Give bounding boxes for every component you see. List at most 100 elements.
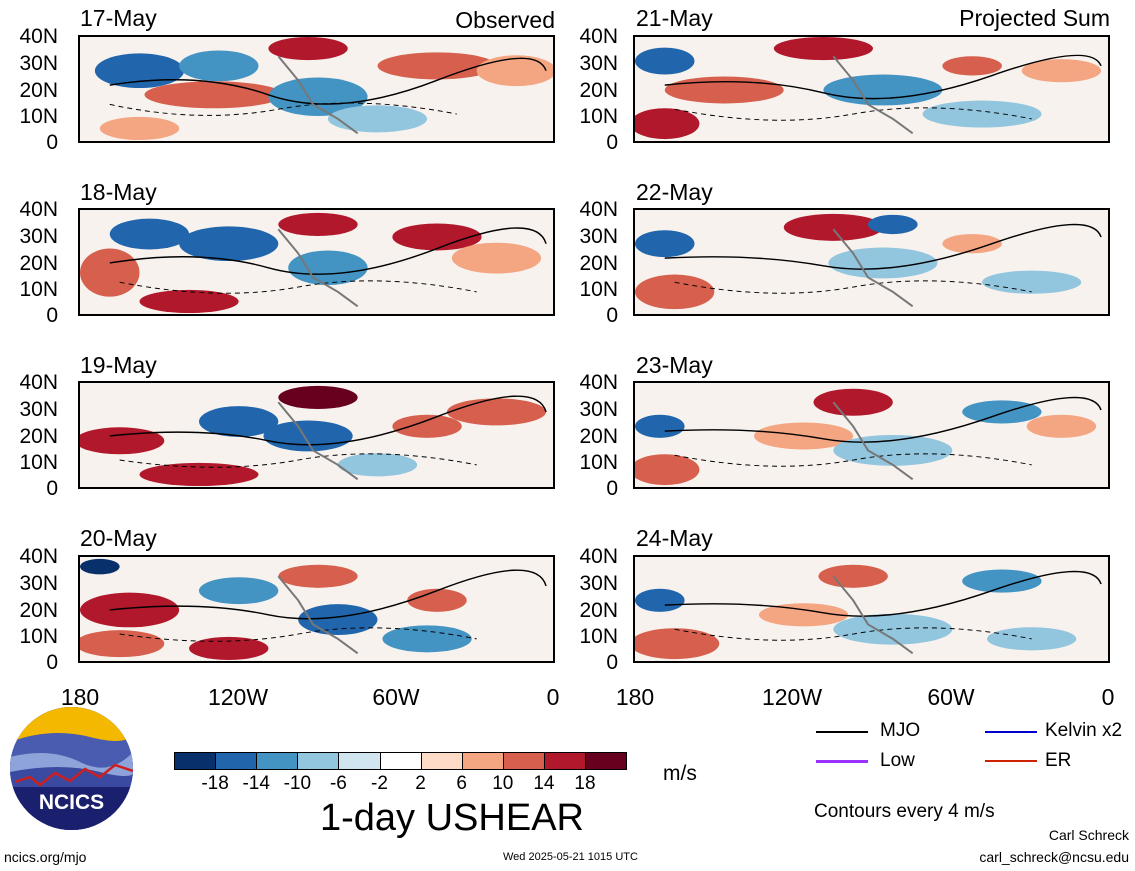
- panel-tag-observed: Observed: [455, 7, 555, 33]
- footer-author: Carl Schreck: [1048, 827, 1129, 843]
- y-tick-right: 40N: [579, 545, 618, 568]
- colorbar-unit: m/s: [663, 762, 697, 785]
- y-tick-right: 40N: [579, 371, 618, 394]
- legend-label-low: Low: [880, 750, 915, 771]
- x-tick-left: 120W: [207, 684, 269, 710]
- panel-date-21-may: 21-May: [636, 5, 713, 31]
- y-tick-right: 0: [606, 651, 618, 674]
- colorbar-label: 10: [492, 773, 514, 794]
- logo-emblem: NCICS: [10, 707, 133, 830]
- y-tick: 30N: [19, 572, 58, 595]
- x-tick-left: 180: [60, 684, 100, 710]
- colorbar-box: [174, 752, 216, 770]
- y-tick: 10N: [19, 278, 58, 301]
- y-tick-right: 20N: [579, 599, 618, 622]
- colorbar-label: -14: [242, 773, 270, 794]
- panel-date-20-may: 20-May: [80, 525, 157, 551]
- y-tick: 0: [46, 304, 58, 327]
- colorbar-label: -10: [283, 773, 312, 794]
- figure-title: 1-day USHEAR: [320, 797, 584, 839]
- panel-date-23-may: 23-May: [636, 352, 713, 378]
- map-panel-19-may: [78, 381, 555, 489]
- colorbar-label: -2: [371, 773, 388, 794]
- legend-label-mjo: MJO: [880, 720, 921, 741]
- shear-field-17-may: [80, 37, 553, 141]
- y-tick: 20N: [19, 599, 58, 622]
- panel-date-17-may: 17-May: [80, 5, 157, 31]
- y-tick-right: 40N: [579, 198, 618, 221]
- y-tick-right: 0: [606, 477, 618, 500]
- map-panel-21-may: [633, 35, 1110, 143]
- colorbar-box: [297, 752, 340, 770]
- y-tick-right: 10N: [579, 105, 618, 128]
- y-tick-right: 10N: [579, 278, 618, 301]
- y-tick: 20N: [19, 252, 58, 275]
- logo-text: NCICS: [39, 791, 104, 814]
- y-tick: 30N: [19, 398, 58, 421]
- panel-date-18-may: 18-May: [80, 179, 157, 205]
- map-panel-17-may: [78, 35, 555, 143]
- y-tick: 0: [46, 131, 58, 154]
- colorbar-box: [543, 752, 586, 770]
- map-panel-24-may: [633, 555, 1110, 663]
- legend-swatch-mjo: [816, 731, 868, 733]
- y-tick-right: 20N: [579, 252, 618, 275]
- y-tick-right: 20N: [579, 79, 618, 102]
- legend-swatch-low: [816, 760, 868, 763]
- shear-field-18-may: [80, 210, 553, 314]
- y-tick-right: 30N: [579, 572, 618, 595]
- map-panel-20-may: [78, 555, 555, 663]
- y-tick: 0: [46, 651, 58, 674]
- y-tick: 40N: [19, 371, 58, 394]
- colorbar-label: 6: [456, 773, 467, 794]
- colorbar-label: 2: [415, 773, 426, 794]
- colorbar-label: -6: [329, 773, 347, 794]
- y-tick: 40N: [19, 545, 58, 568]
- legend-swatch-kelvin: [985, 731, 1037, 733]
- colorbar-box: [502, 752, 545, 770]
- y-tick: 20N: [19, 79, 58, 102]
- panel-tag-projected-sum: Projected Sum: [959, 5, 1110, 31]
- y-tick-right: 20N: [579, 425, 618, 448]
- panel-date-24-may: 24-May: [636, 525, 713, 551]
- x-tick-left: 0: [546, 684, 560, 710]
- x-tick-right: 120W: [761, 684, 823, 710]
- colorbar-label: 14: [533, 773, 555, 794]
- legend-label-er: ER: [1045, 750, 1072, 771]
- shear-field-24-may: [635, 557, 1108, 661]
- x-tick-right: 0: [1101, 684, 1115, 710]
- map-panel-18-may: [78, 208, 555, 316]
- shear-field-19-may: [80, 383, 553, 487]
- contour-note: Contours every 4 m/s: [814, 801, 995, 822]
- colorbar-box: [256, 752, 299, 770]
- x-tick-right: 60W: [927, 684, 975, 710]
- shear-field-22-may: [635, 210, 1108, 314]
- x-tick-left: 60W: [372, 684, 420, 710]
- y-tick: 40N: [19, 198, 58, 221]
- map-panel-23-may: [633, 381, 1110, 489]
- y-tick-right: 40N: [579, 25, 618, 48]
- y-tick: 40N: [19, 25, 58, 48]
- colorbar-box: [215, 752, 258, 770]
- colorbar-box: [379, 752, 422, 770]
- footer-timestamp: Wed 2025-05-21 1015 UTC: [503, 851, 638, 863]
- footer-site-link[interactable]: ncics.org/mjo: [4, 849, 87, 865]
- legend-swatch-er: [985, 760, 1037, 762]
- map-panel-22-may: [633, 208, 1110, 316]
- y-tick: 0: [46, 477, 58, 500]
- panel-date-19-may: 19-May: [80, 352, 157, 378]
- x-tick-right: 180: [615, 684, 655, 710]
- y-tick-right: 10N: [579, 451, 618, 474]
- colorbar-box: [461, 752, 504, 770]
- y-tick-right: 30N: [579, 225, 618, 248]
- footer-email[interactable]: carl_schreck@ncsu.edu: [979, 849, 1129, 865]
- y-tick: 30N: [19, 225, 58, 248]
- y-tick: 10N: [19, 451, 58, 474]
- shear-field-21-may: [635, 37, 1108, 141]
- colorbar-label: 18: [574, 773, 596, 794]
- panel-date-22-may: 22-May: [636, 179, 713, 205]
- colorbar-box: [338, 752, 381, 770]
- ncics-logo: NCICS: [10, 707, 133, 830]
- y-tick-right: 30N: [579, 52, 618, 75]
- y-tick: 20N: [19, 425, 58, 448]
